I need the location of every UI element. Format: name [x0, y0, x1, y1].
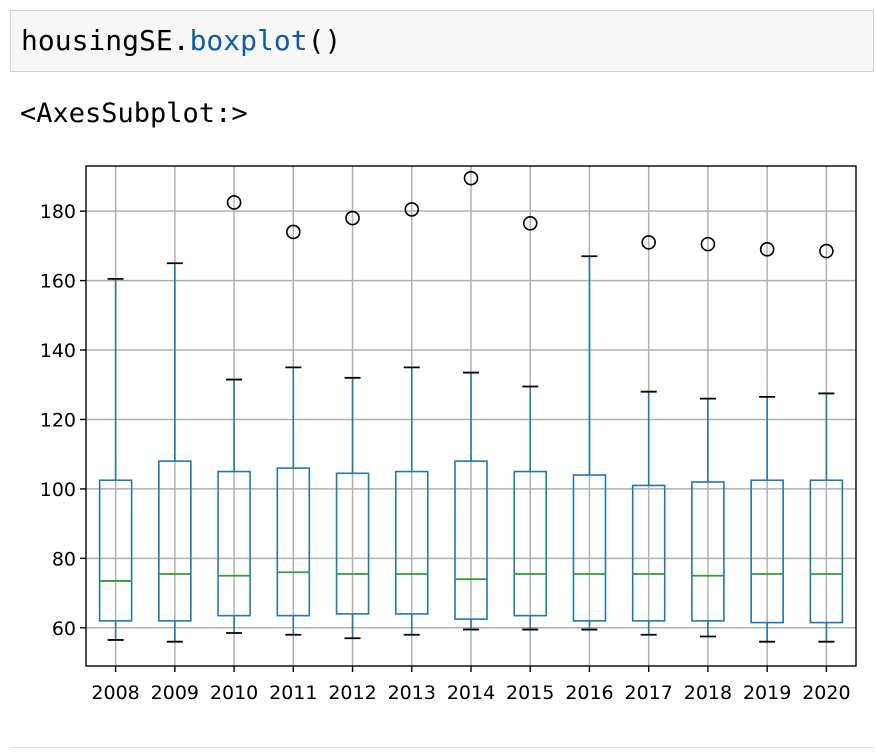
y-tick-label: 160: [40, 271, 76, 293]
outlier-point: [463, 170, 479, 186]
x-tick-label: 2016: [565, 682, 613, 704]
x-tick-label: 2009: [151, 682, 199, 704]
outlier-point: [226, 195, 242, 210]
y-tick-label: 120: [40, 409, 76, 431]
box-2015: [513, 470, 548, 617]
box-2009: [158, 460, 192, 622]
code-call: (): [307, 24, 342, 57]
output-repr: <AxesSubplot:>: [20, 98, 248, 129]
code-object: housingSE: [21, 24, 173, 57]
box-2017: [631, 484, 666, 622]
outlier-point: [700, 236, 716, 252]
box-2019: [750, 479, 784, 624]
x-tick-label: 2014: [447, 682, 495, 704]
box-2011: [276, 467, 311, 617]
y-tick-label: 180: [40, 201, 76, 223]
box-2008: [98, 479, 133, 622]
x-tick-label: 2011: [269, 682, 317, 704]
x-tick-label: 2018: [684, 682, 732, 704]
box-2010: [217, 470, 251, 617]
x-tick-label: 2019: [743, 682, 791, 704]
code-line[interactable]: housingSE.boxplot(): [21, 23, 341, 59]
box-2014: [454, 460, 488, 620]
box-2016: [572, 474, 607, 622]
outlier-point: [641, 235, 656, 250]
y-tick-label: 60: [52, 618, 76, 640]
code-method: boxplot: [189, 24, 308, 57]
x-tick-label: 2010: [210, 682, 258, 704]
box-2012: [335, 472, 370, 615]
outlier-point: [522, 215, 538, 231]
x-tick-label: 2015: [506, 682, 554, 704]
y-tick-label: 140: [40, 340, 76, 362]
outlier-point: [345, 210, 360, 226]
outlier-point: [759, 242, 775, 257]
y-tick-label: 100: [40, 479, 76, 501]
x-tick-label: 2008: [91, 682, 139, 704]
code-cell[interactable]: housingSE.boxplot(): [10, 10, 874, 72]
x-tick-label: 2013: [388, 682, 436, 704]
x-tick-label: 2017: [625, 682, 673, 704]
cell-divider: [10, 747, 874, 748]
code-dot: .: [172, 24, 190, 57]
y-tick-label: 80: [52, 548, 76, 570]
x-tick-label: 2020: [802, 682, 850, 704]
x-tick-label: 2012: [328, 682, 376, 704]
box-2013: [394, 470, 429, 615]
box-2018: [691, 481, 725, 622]
outlier-point: [819, 243, 834, 259]
outlier-point: [286, 224, 301, 240]
outlier-point: [404, 202, 420, 217]
box-2020: [809, 479, 844, 624]
